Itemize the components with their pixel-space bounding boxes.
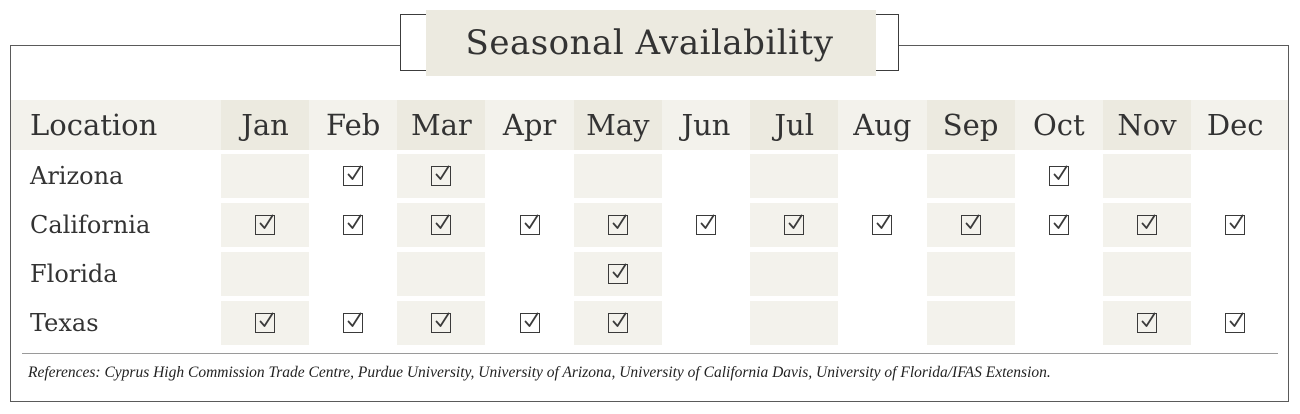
row-label-arizona: Arizona (30, 162, 124, 190)
checked-box-icon (343, 214, 364, 235)
availability-cell (1191, 154, 1279, 198)
month-header-sep: Sep (942, 108, 999, 142)
availability-cell (1103, 301, 1191, 345)
checked-box-icon (255, 312, 275, 333)
availability-cell (1103, 203, 1191, 247)
checked-box-icon (255, 214, 275, 235)
availability-cell (397, 203, 486, 247)
month-header-apr: Apr (502, 108, 557, 142)
checked-box-icon (1048, 214, 1069, 235)
month-header-jun: Jun (681, 108, 731, 142)
checked-box-icon (872, 214, 893, 235)
availability-cell (221, 252, 309, 296)
checked-box-icon (431, 165, 452, 186)
availability-cell (1103, 252, 1191, 296)
checked-box-icon (784, 214, 805, 235)
availability-cell (397, 154, 486, 198)
availability-cell (838, 252, 926, 296)
availability-cell (750, 301, 839, 345)
month-header-shade (1103, 100, 1191, 150)
checked-box-icon (1137, 312, 1157, 333)
checked-box-icon (607, 214, 628, 235)
checked-box-icon (607, 312, 628, 333)
checked-box-icon (343, 165, 364, 186)
month-header-oct: Oct (1032, 108, 1085, 142)
divider (22, 353, 1278, 354)
references-note: References: Cyprus High Commission Trade… (28, 364, 1051, 381)
availability-cell (486, 154, 574, 198)
row-label-florida: Florida (30, 260, 118, 288)
month-header-jan: Jan (241, 108, 289, 142)
month-header-mar: Mar (410, 108, 472, 142)
availability-cell (397, 252, 486, 296)
month-header-dec: Dec (1206, 108, 1264, 142)
month-header-nov: Nov (1117, 108, 1177, 142)
checked-box-icon (607, 263, 628, 284)
availability-cell (750, 203, 839, 247)
availability-cell (926, 252, 1015, 296)
availability-cell (397, 301, 486, 345)
checked-box-icon (1048, 165, 1069, 186)
month-header-aug: Aug (853, 108, 912, 142)
availability-cell (573, 203, 662, 247)
availability-cell (750, 252, 839, 296)
checked-box-icon (960, 214, 981, 235)
page-title: Seasonal Availability (465, 22, 834, 63)
availability-cell (838, 154, 926, 198)
month-header-may: May (586, 108, 650, 142)
month-header-shade (926, 100, 1015, 150)
availability-cell (662, 252, 750, 296)
availability-cell (221, 154, 309, 198)
availability-cell (573, 252, 662, 296)
availability-cell (926, 154, 1015, 198)
availability-cell (1191, 252, 1279, 296)
month-header-feb: Feb (326, 108, 381, 142)
checked-box-icon (343, 312, 364, 333)
row-label-texas: Texas (30, 309, 99, 337)
checked-box-icon (696, 214, 716, 235)
month-header-jul: Jul (774, 108, 814, 142)
checked-box-icon (431, 214, 452, 235)
checked-box-icon (431, 312, 452, 333)
month-header-shade (221, 100, 309, 150)
availability-cell (662, 301, 750, 345)
availability-cell (573, 154, 662, 198)
availability-cell (221, 301, 309, 345)
availability-cell (838, 301, 926, 345)
availability-cell (1015, 252, 1103, 296)
availability-cell (750, 154, 839, 198)
checked-box-icon (1137, 214, 1157, 235)
availability-cell (309, 252, 397, 296)
title-shade (426, 10, 876, 76)
availability-cell (1103, 154, 1191, 198)
availability-cell (926, 301, 1015, 345)
checked-box-icon (1225, 312, 1246, 333)
availability-cell (1015, 301, 1103, 345)
month-header-shade (397, 100, 486, 150)
checked-box-icon (519, 214, 540, 235)
availability-cell (573, 301, 662, 345)
availability-cell (486, 252, 574, 296)
row-label-california: California (30, 211, 151, 239)
availability-cell (662, 154, 750, 198)
availability-cell (926, 203, 1015, 247)
checked-box-icon (1225, 214, 1246, 235)
checked-box-icon (519, 312, 540, 333)
month-header-shade (750, 100, 839, 150)
location-column-header: Location (30, 108, 158, 142)
month-header-shade (573, 100, 662, 150)
availability-cell (221, 203, 309, 247)
